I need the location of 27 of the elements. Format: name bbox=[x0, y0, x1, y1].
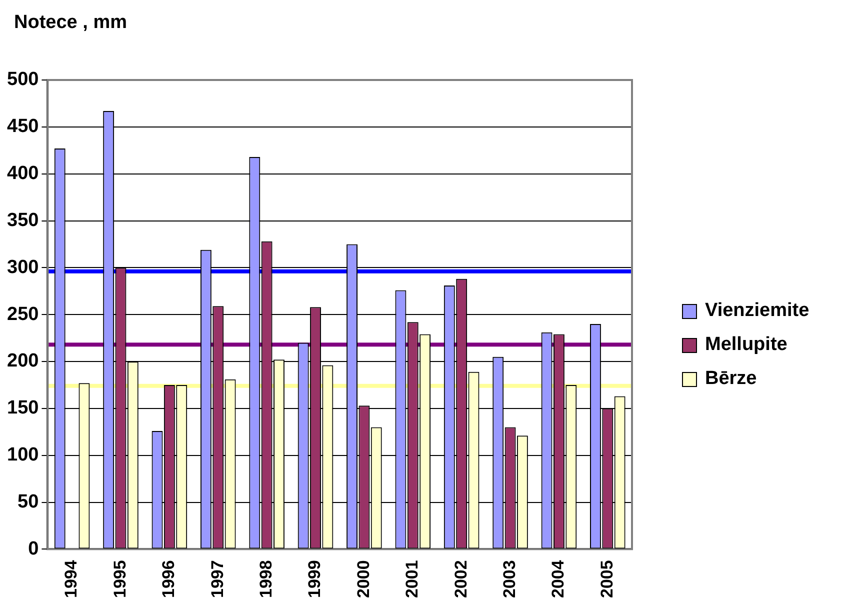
y-tick-label: 150 bbox=[7, 398, 39, 419]
x-tick-label: 2002 bbox=[451, 560, 470, 598]
x-tick-label: 2003 bbox=[500, 560, 519, 598]
y-tick-label: 200 bbox=[7, 350, 39, 372]
x-tick-label: 1999 bbox=[305, 560, 324, 598]
y-tick-label: 350 bbox=[7, 210, 39, 231]
x-tick-label: 2004 bbox=[548, 560, 568, 598]
legend-label: Mellupite bbox=[705, 334, 788, 356]
chart-title: Notece , mm bbox=[14, 12, 127, 34]
y-tick-label: 50 bbox=[18, 492, 39, 512]
x-tick-label: 2001 bbox=[402, 560, 422, 598]
y-tick-label: 0 bbox=[28, 538, 39, 560]
x-tick-label: 1996 bbox=[159, 560, 178, 598]
x-tick-label: 2000 bbox=[354, 560, 373, 598]
y-tick-label: 250 bbox=[7, 304, 39, 325]
x-tick-label: 1997 bbox=[208, 560, 227, 598]
x-tick-label: 1994 bbox=[62, 560, 81, 598]
x-tick-label: 2005 bbox=[597, 560, 616, 598]
x-tick-label: 1995 bbox=[110, 560, 130, 598]
x-tick-label: 1998 bbox=[256, 560, 276, 598]
legend-label: Bērze bbox=[705, 368, 757, 390]
y-tick-label: 450 bbox=[7, 116, 39, 138]
y-tick-label: 100 bbox=[7, 444, 39, 466]
y-tick-label: 500 bbox=[7, 69, 39, 90]
y-tick-label: 300 bbox=[7, 256, 39, 278]
legend-label: Vienziemite bbox=[705, 300, 810, 322]
y-tick-label: 400 bbox=[7, 163, 39, 184]
